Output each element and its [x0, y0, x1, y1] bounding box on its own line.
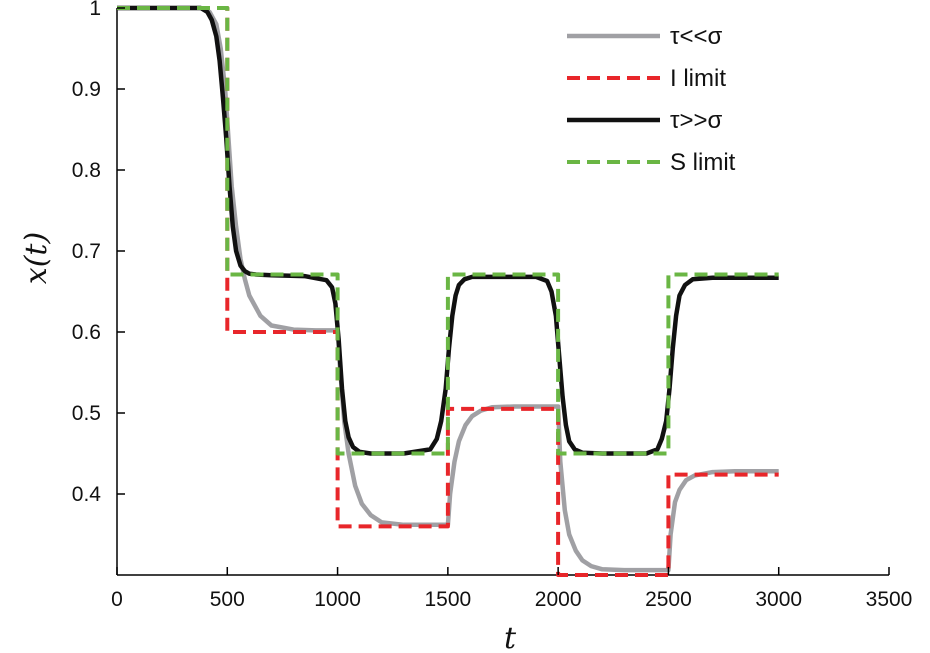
- y-axis-title: x(t): [19, 232, 54, 284]
- series-line-2: [117, 6, 779, 577]
- axes: [116, 8, 889, 576]
- y-tick-label: 1: [89, 0, 101, 20]
- y-tick-label: 0.6: [72, 321, 101, 344]
- legend: τ<<σ I limit τ>>σ S limit: [567, 23, 736, 176]
- series-line-1: [117, 5, 779, 573]
- x-axis-title: t: [504, 621, 517, 653]
- x-tick-label: 2000: [535, 588, 582, 611]
- y-tick-label: 0.8: [72, 159, 101, 182]
- legend-label-3: τ>>σ: [670, 107, 723, 134]
- y-tick-label: 0.5: [72, 402, 101, 425]
- series-line-3: [117, 5, 779, 456]
- y-tick-label: 0.9: [72, 78, 101, 101]
- x-tick-label: 500: [210, 588, 245, 611]
- x-tick-label: 2500: [645, 588, 692, 611]
- x-tick-label: 1500: [424, 588, 471, 611]
- legend-label-1: τ<<σ: [670, 23, 723, 50]
- plot-area: [117, 5, 779, 577]
- x-tick-label: 3000: [755, 588, 802, 611]
- x-tick-label: 1000: [314, 588, 361, 611]
- y-tick-label: 0.7: [72, 240, 101, 263]
- y-tick-label: 0.4: [72, 483, 102, 506]
- legend-label-2: I limit: [670, 65, 726, 92]
- series-line-4: [117, 6, 779, 456]
- x-tick-label: 3500: [866, 588, 913, 611]
- ticks: 0 500 1000 1500 2000 2500 3000 3500 0.4 0.5 0.6 0.7…: [72, 0, 913, 611]
- x-tick-label: 0: [111, 588, 123, 611]
- legend-label-4: S limit: [670, 149, 736, 176]
